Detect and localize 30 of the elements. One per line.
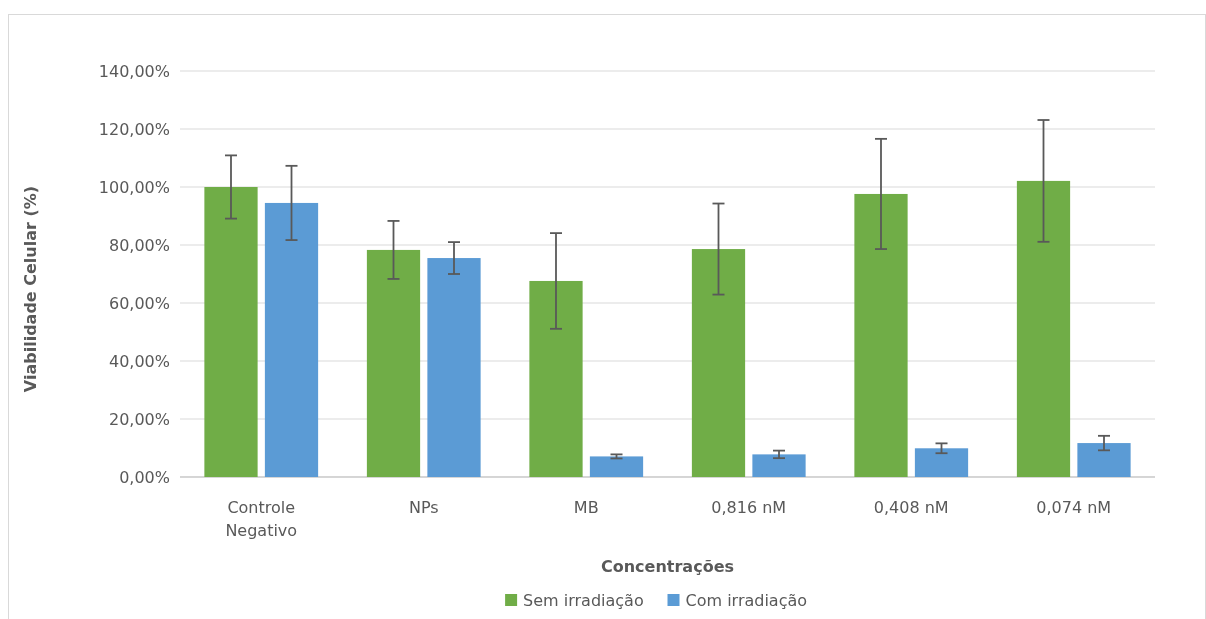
y-tick-label: 140,00% xyxy=(98,61,170,81)
legend-label: Com irradiação xyxy=(685,590,808,610)
x-tick-label: NPs xyxy=(408,498,439,517)
bar xyxy=(914,448,969,477)
y-tick-label: 80,00% xyxy=(108,235,170,255)
bar xyxy=(854,193,908,477)
x-tick-label: 0,074 nM xyxy=(1036,498,1112,517)
bar xyxy=(264,202,319,477)
bar xyxy=(427,258,481,477)
bar xyxy=(1077,443,1131,477)
y-tick-label: 20,00% xyxy=(108,409,170,429)
x-tick-label: 0,816 nM xyxy=(711,498,787,517)
bar xyxy=(752,454,806,477)
y-tick-label: 40,00% xyxy=(108,351,170,371)
x-tick-label: MB xyxy=(573,498,599,517)
y-tick-label: 120,00% xyxy=(98,119,170,139)
bar xyxy=(204,187,258,477)
y-tick-label: 0,00% xyxy=(119,467,170,487)
bar xyxy=(529,280,583,477)
bar xyxy=(589,456,644,477)
x-tick-label: 0,408 nM xyxy=(873,498,949,517)
bar xyxy=(366,249,421,477)
y-tick-label: 100,00% xyxy=(98,177,170,197)
legend-label: Sem irradiação xyxy=(523,590,644,610)
x-tick-label: Controle Negativo xyxy=(225,498,298,540)
y-tick-label: 60,00% xyxy=(108,293,170,313)
bar xyxy=(691,249,746,477)
bar xyxy=(1016,180,1071,477)
x-axis-title: Concentrações xyxy=(600,557,735,576)
y-axis-title: Viabilidade Celular (%) xyxy=(21,185,40,393)
